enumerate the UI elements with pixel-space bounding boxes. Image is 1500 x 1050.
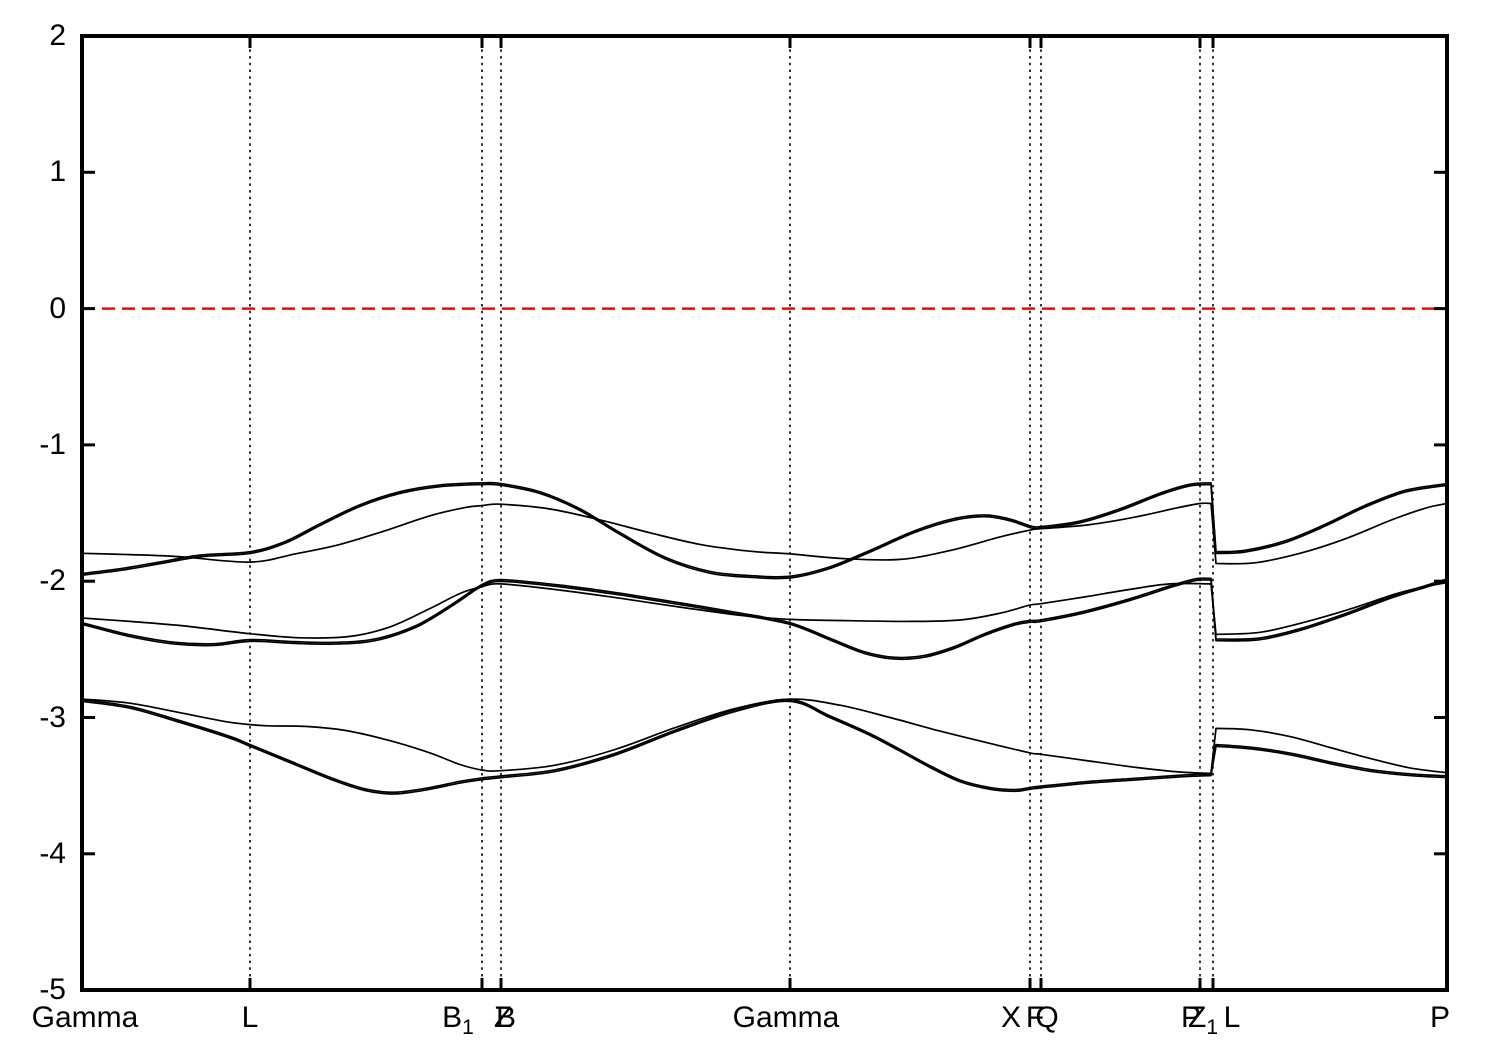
y-tick-label: -5 bbox=[39, 973, 66, 1007]
y-tick-label: -3 bbox=[39, 700, 66, 734]
x-tick-label-text: Gamma bbox=[732, 1001, 840, 1034]
band-path-band-lower-double bbox=[81, 698, 1448, 794]
band-path-band-upper-double bbox=[81, 481, 1448, 578]
band-path-band-lower-double bbox=[81, 700, 1448, 795]
y-tick-label: 2 bbox=[49, 19, 66, 52]
x-tick-label-text: B bbox=[495, 1001, 517, 1034]
x-tick-label: Gamma bbox=[733, 1000, 840, 1036]
x-tick-label: Z bbox=[494, 1000, 512, 1036]
x-tick-label-text: X bbox=[1000, 1001, 1022, 1034]
x-tick-label: Z1 bbox=[1187, 1000, 1219, 1039]
x-tick-label: F bbox=[1026, 1000, 1044, 1036]
band-path-band-lower-single bbox=[81, 698, 1448, 775]
x-tick-label: X bbox=[1001, 1000, 1021, 1036]
y-tick-label: -2 bbox=[39, 564, 66, 598]
y-tick-label: -1 bbox=[39, 427, 66, 461]
x-tick-label-text: Gamma bbox=[31, 1001, 139, 1034]
x-tick-label: B1 bbox=[442, 1000, 474, 1039]
band-path-band-middle-single bbox=[81, 581, 1448, 639]
y-tick-label: -4 bbox=[39, 836, 66, 870]
x-tick-label-text: F bbox=[1025, 1001, 1045, 1034]
band-path-band-middle-double bbox=[81, 579, 1448, 661]
x-tick-label: L bbox=[1224, 1000, 1241, 1036]
x-tick-label-text: P bbox=[1180, 1001, 1202, 1034]
x-tick-label-sub: 1 bbox=[1206, 1016, 1219, 1039]
x-tick-label: Q bbox=[1035, 1000, 1058, 1036]
x-tick-label: Gamma bbox=[32, 1000, 139, 1036]
x-tick-label: P bbox=[1181, 1000, 1201, 1036]
band-path-band-upper-double bbox=[81, 483, 1448, 580]
x-tick-label-text: Q bbox=[1035, 1001, 1059, 1034]
x-tick-label: P bbox=[1430, 1000, 1450, 1036]
band-path-band-middle-double bbox=[81, 577, 1448, 659]
x-tick-label-text: L bbox=[241, 1001, 259, 1034]
y-tick-label: 1 bbox=[49, 155, 66, 189]
x-tick-label-text: Z bbox=[493, 1001, 513, 1034]
y-tick-label: 0 bbox=[49, 291, 66, 325]
band-path-band-upper-single bbox=[81, 502, 1448, 565]
x-tick-label-text: P bbox=[1429, 1001, 1451, 1034]
x-tick-label: B bbox=[496, 1000, 516, 1036]
x-tick-label: L bbox=[242, 1000, 259, 1036]
x-tick-label-text: Z bbox=[1187, 1001, 1207, 1034]
x-tick-label-text: B bbox=[442, 1001, 463, 1034]
x-tick-label-sub: 1 bbox=[462, 1016, 474, 1039]
x-tick-label-text: L bbox=[1223, 1001, 1241, 1034]
plot-frame bbox=[80, 34, 1449, 992]
